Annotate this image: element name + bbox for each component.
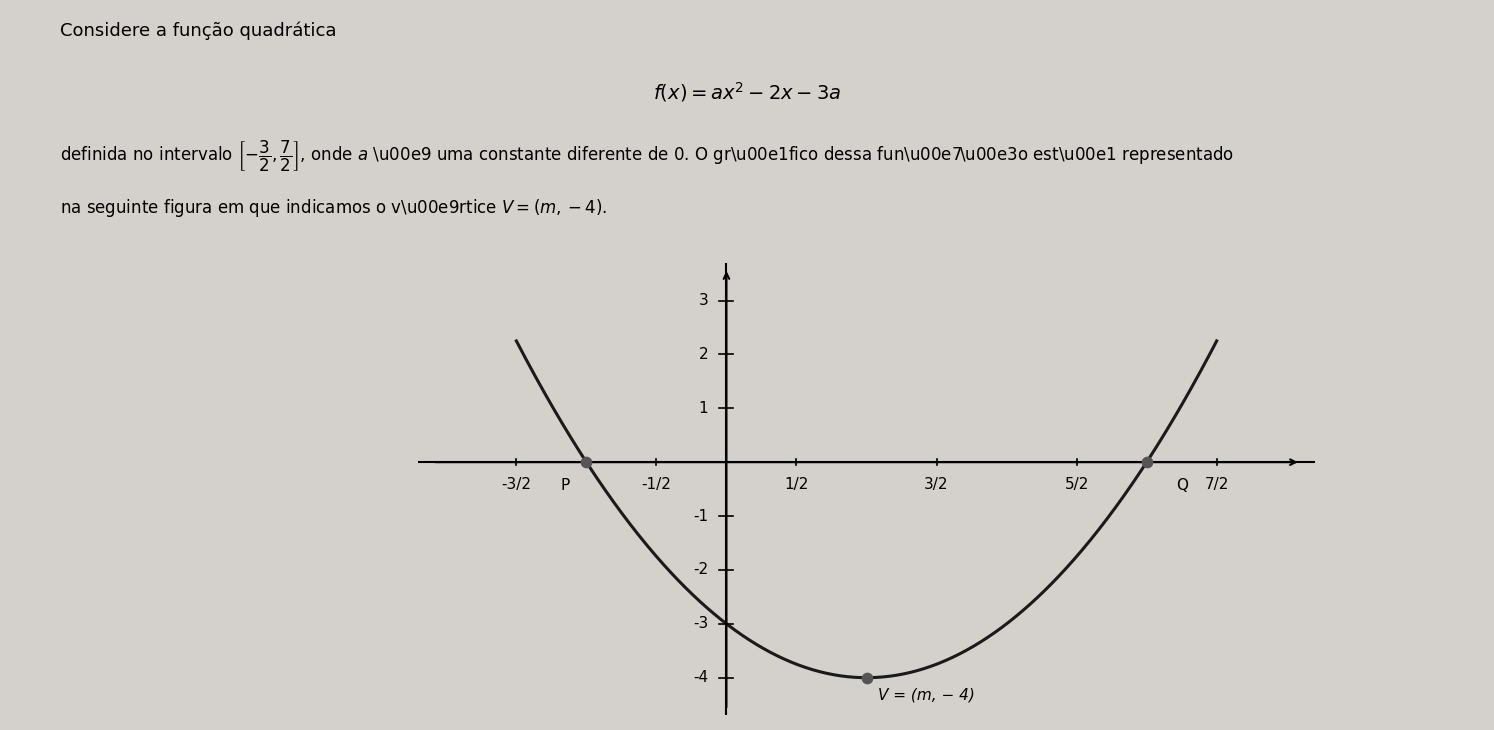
Text: -3: -3 xyxy=(693,616,708,631)
Text: Considere a função quadrática: Considere a função quadrática xyxy=(60,22,336,40)
Point xyxy=(855,672,878,683)
Text: 5/2: 5/2 xyxy=(1064,477,1089,492)
Point xyxy=(574,456,598,468)
Text: -1: -1 xyxy=(693,509,708,523)
Text: na seguinte figura em que indicamos o v\u00e9rtice $V = (m, -4)$.: na seguinte figura em que indicamos o v\… xyxy=(60,197,607,219)
Text: 1/2: 1/2 xyxy=(784,477,808,492)
Text: -1/2: -1/2 xyxy=(641,477,671,492)
Text: $f(x) = ax^2 - 2x - 3a$: $f(x) = ax^2 - 2x - 3a$ xyxy=(653,80,841,104)
Point xyxy=(1135,456,1159,468)
Text: 1: 1 xyxy=(699,401,708,416)
Text: definida no intervalo $\left[-\dfrac{3}{2}, \dfrac{7}{2}\right]$, onde $a$ \u00e: definida no intervalo $\left[-\dfrac{3}{… xyxy=(60,139,1234,174)
Text: Q: Q xyxy=(1176,478,1188,493)
Text: -2: -2 xyxy=(693,562,708,577)
Text: -3/2: -3/2 xyxy=(502,477,532,492)
Text: 2: 2 xyxy=(699,347,708,362)
Text: 7/2: 7/2 xyxy=(1204,477,1230,492)
Text: -4: -4 xyxy=(693,670,708,685)
Text: 3: 3 xyxy=(699,293,708,308)
Text: 3/2: 3/2 xyxy=(925,477,949,492)
Text: V = (m, − 4): V = (m, − 4) xyxy=(878,688,974,702)
Text: P: P xyxy=(560,478,571,493)
